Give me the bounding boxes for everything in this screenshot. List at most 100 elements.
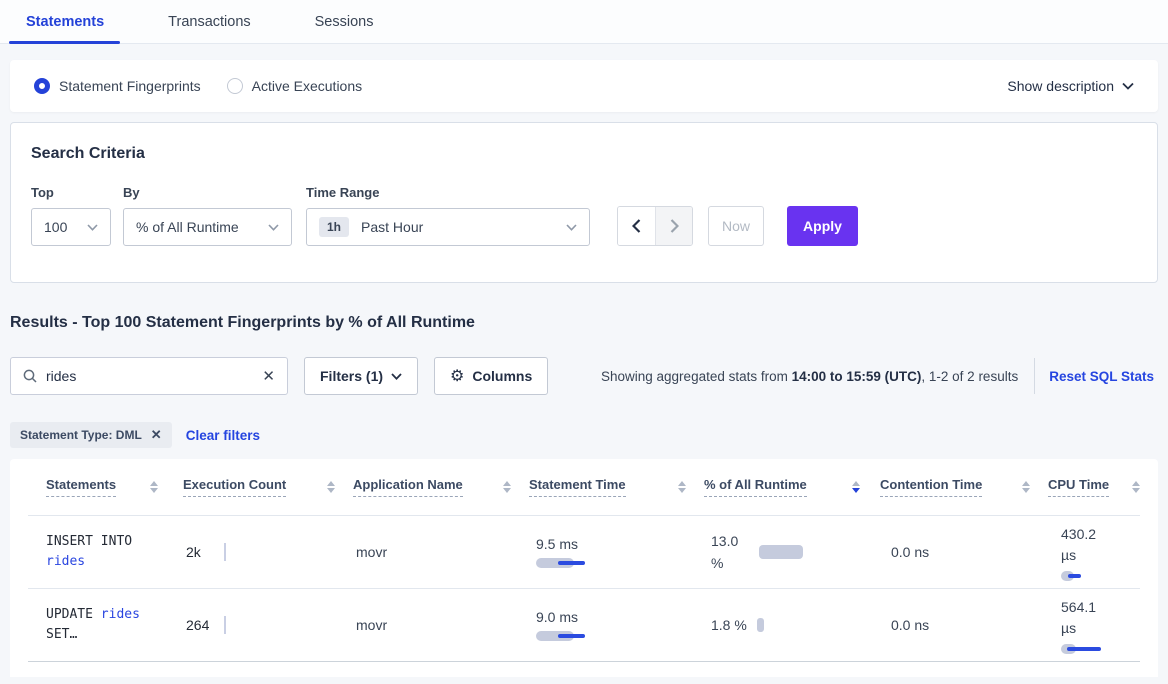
show-description-toggle[interactable]: Show description: [1007, 78, 1134, 94]
clear-filters-link[interactable]: Clear filters: [185, 427, 260, 443]
sort-icon-application-name[interactable]: [502, 481, 511, 493]
cpu-time-cell: 564.1 µs: [1061, 597, 1109, 654]
col-header-application-name[interactable]: Application Name: [352, 477, 463, 497]
pct-runtime-bar: [756, 618, 764, 632]
sort-icon-statements[interactable]: [150, 481, 158, 493]
results-toolbar: ✕ Filters (1) ⚙ Columns Showing aggregat…: [10, 357, 1158, 395]
top-select-value: 100: [44, 219, 68, 235]
statement-link[interactable]: rides: [100, 607, 140, 622]
application-name-value: movr: [356, 544, 388, 560]
sort-icon-pct-runtime-active[interactable]: [851, 481, 860, 493]
table-header-row: Statements Execution Count Application N…: [28, 459, 1140, 516]
results-heading: Results - Top 100 Statement Fingerprints…: [10, 314, 475, 331]
execution-count-bar: [224, 616, 226, 634]
tab-statements-label: Statements: [26, 13, 105, 30]
statement-time-bar: [536, 631, 588, 641]
time-range-select[interactable]: 1h Past Hour: [306, 208, 590, 246]
remove-filter-icon[interactable]: ✕: [150, 427, 162, 442]
statement-link[interactable]: rides: [46, 554, 86, 569]
col-header-cpu-time[interactable]: CPU Time: [1047, 477, 1110, 497]
reset-sql-stats-link[interactable]: Reset SQL Stats: [1049, 368, 1154, 384]
chevron-down-icon: [268, 223, 279, 231]
statement-time-value: 9.0 ms: [536, 609, 579, 625]
top-field-label: Top: [31, 185, 54, 200]
top-field: Top 100: [31, 185, 111, 246]
radio-unselected-icon: [226, 78, 243, 94]
clear-search-icon[interactable]: ✕: [262, 367, 275, 385]
time-range-value: Past Hour: [361, 219, 424, 235]
search-input[interactable]: [46, 368, 263, 384]
col-header-execution-count[interactable]: Execution Count: [182, 477, 287, 497]
col-header-pct-runtime[interactable]: % of All Runtime: [703, 477, 807, 497]
by-field-label: By: [123, 185, 140, 200]
chevron-down-icon: [566, 223, 577, 231]
radio-active-executions[interactable]: Active Executions: [226, 78, 363, 94]
tab-transactions-label: Transactions: [168, 13, 251, 30]
sql-keyword: INSERT INTO: [46, 534, 133, 549]
chevron-down-icon: [87, 223, 98, 231]
sort-icon-contention-time[interactable]: [1021, 481, 1030, 493]
by-select[interactable]: % of All Runtime: [123, 208, 292, 246]
pct-runtime-bar: [759, 545, 803, 559]
filter-chip-row: Statement Type: DML ✕ Clear filters: [10, 422, 1158, 448]
sort-icon-statement-time[interactable]: [677, 481, 686, 493]
cpu-time-cell: 430.2 µs: [1061, 524, 1109, 581]
cpu-time-value: 430.2 µs: [1061, 525, 1097, 563]
columns-button[interactable]: ⚙ Columns: [434, 357, 549, 395]
col-header-contention-time[interactable]: Contention Time: [879, 477, 983, 497]
statement-time-cell: 9.0 ms: [536, 609, 588, 641]
execution-count-bar: [224, 543, 226, 561]
time-range-next-button[interactable]: [655, 207, 692, 245]
search-icon: [23, 369, 37, 383]
time-range-prev-button[interactable]: [618, 207, 655, 245]
contention-time-value: 0.0 ns: [891, 617, 930, 633]
statement-time-bar: [536, 558, 588, 568]
radio-active-executions-label: Active Executions: [251, 78, 363, 94]
stats-suffix: , 1-2 of 2 results: [921, 368, 1019, 384]
tab-transactions[interactable]: Transactions: [168, 0, 250, 43]
pct-runtime-value: 13.0 %: [711, 533, 739, 571]
statement-fingerprint: UPDATE rides SET…: [46, 605, 140, 645]
page-tabbar: Statements Transactions Sessions: [0, 0, 1168, 44]
gear-icon: ⚙: [450, 368, 465, 385]
stats-range: 14:00 to 15:59 (UTC): [791, 368, 922, 384]
radio-statement-fingerprints[interactable]: Statement Fingerprints: [34, 78, 201, 94]
sort-icon-cpu-time[interactable]: [1131, 481, 1140, 493]
toolbar-divider: [1034, 358, 1036, 394]
statements-table: Statements Execution Count Application N…: [10, 459, 1158, 677]
aggregated-stats-text: Showing aggregated stats from 14:00 to 1…: [601, 369, 1018, 384]
apply-button[interactable]: Apply: [787, 206, 858, 246]
by-select-value: % of All Runtime: [136, 219, 239, 235]
contention-time-value: 0.0 ns: [891, 544, 930, 560]
pct-runtime-value: 1.8 %: [711, 617, 747, 633]
tab-sessions-label: Sessions: [314, 13, 374, 30]
filter-chip-label: Statement Type: DML: [20, 428, 142, 442]
show-description-label: Show description: [1007, 78, 1114, 94]
now-button[interactable]: Now: [708, 206, 764, 246]
chevron-right-icon: [670, 219, 679, 233]
search-criteria-panel: Search Criteria Top 100 By % of All Runt…: [10, 122, 1158, 283]
sql-keyword: UPDATE: [46, 607, 93, 622]
chevron-left-icon: [632, 219, 641, 233]
columns-button-label: Columns: [472, 368, 533, 384]
by-field: By % of All Runtime: [123, 185, 292, 246]
col-header-statement-time[interactable]: Statement Time: [528, 477, 626, 497]
cpu-time-bar: [1061, 570, 1091, 581]
radio-selected-icon: [34, 78, 50, 94]
chevron-down-icon: [391, 372, 402, 380]
col-header-statements[interactable]: Statements: [46, 477, 117, 497]
filter-chip-statement-type[interactable]: Statement Type: DML ✕: [10, 422, 172, 448]
filters-button[interactable]: Filters (1): [304, 357, 419, 395]
statement-fingerprint: INSERT INTO rides: [46, 532, 132, 572]
tab-sessions[interactable]: Sessions: [315, 0, 374, 43]
stats-prefix: Showing aggregated stats from: [601, 368, 792, 384]
time-range-field-label: Time Range: [306, 185, 380, 200]
radio-statement-fingerprints-label: Statement Fingerprints: [59, 78, 201, 94]
sort-icon-execution-count[interactable]: [326, 481, 335, 493]
top-select[interactable]: 100: [31, 208, 111, 246]
filters-button-label: Filters (1): [320, 368, 384, 384]
tab-statements[interactable]: Statements: [8, 0, 121, 44]
time-range-pager: [617, 206, 693, 246]
table-row: UPDATE rides SET… 264 movr 9.0 ms 1.8 % …: [28, 589, 1140, 662]
execution-count-value: 2k: [186, 544, 201, 560]
